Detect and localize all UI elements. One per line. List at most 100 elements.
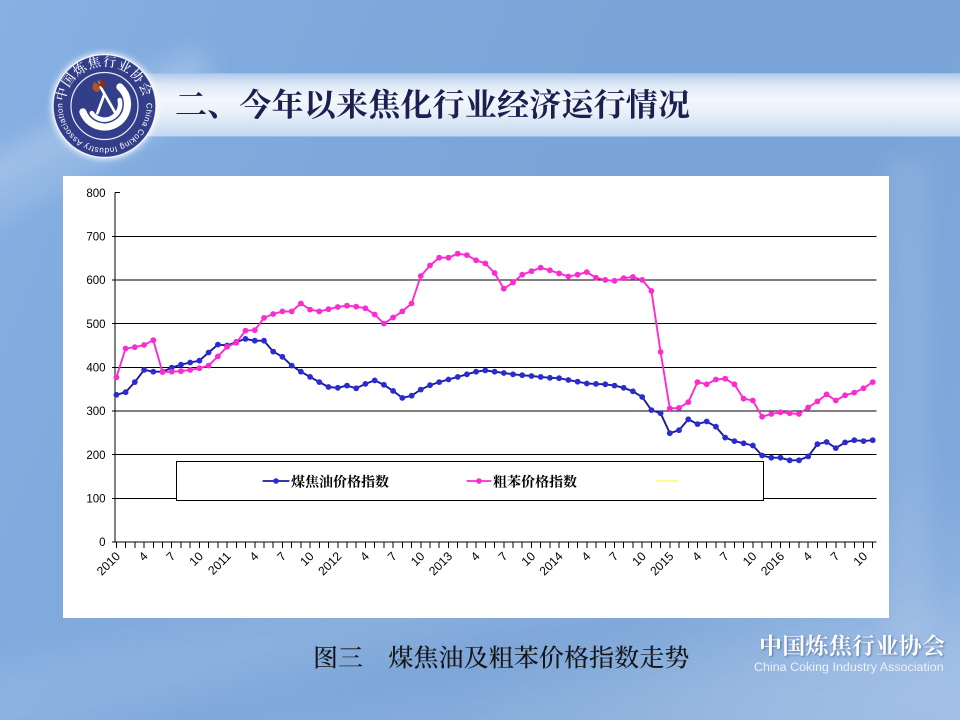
series-dot [196, 357, 203, 364]
series-dot [464, 252, 470, 258]
series-dot [528, 373, 535, 379]
series-dot [113, 374, 120, 381]
logo-inner-ring [70, 71, 139, 141]
x-axis-label: 2016 [758, 549, 787, 578]
logo-flame [92, 79, 106, 92]
x-axis-label: 7 [164, 549, 179, 564]
series-dot [215, 341, 221, 348]
series-dot [408, 300, 415, 307]
series-dot [261, 337, 267, 344]
series-dot [141, 367, 147, 373]
series-dot [454, 374, 461, 380]
series-dot [436, 254, 443, 261]
series-dot [639, 394, 646, 400]
series-dot [611, 382, 618, 389]
series-dot [519, 372, 526, 379]
series-dot [832, 397, 839, 404]
legend-label-benzene-text: 粗苯价格指数 [177, 462, 178, 463]
series-dot [869, 379, 876, 385]
series-dot [122, 389, 129, 396]
series-line [116, 337, 873, 462]
series-dot [316, 308, 323, 315]
series-dot [666, 405, 673, 412]
y-axis-label: 300 [86, 406, 105, 418]
logo-outer-ring [52, 53, 157, 159]
title-band [104, 73, 960, 137]
series-dot [786, 457, 793, 464]
series-dot [215, 353, 221, 360]
x-axis-label: 7 [828, 549, 843, 564]
series-dot [445, 376, 452, 383]
series-dot [178, 368, 184, 375]
series-dot [279, 353, 286, 360]
series-dot [768, 411, 775, 417]
y-axis-label: 800 [86, 188, 105, 200]
logo-disc [53, 54, 156, 158]
series-dot [131, 344, 138, 351]
series-dot [630, 388, 636, 395]
series-dot [159, 369, 166, 375]
series-dot [703, 418, 710, 425]
legend-marker-coal-tar [262, 478, 290, 484]
series-dot [381, 320, 387, 327]
series-dot [556, 375, 562, 382]
x-axis-label: 4 [468, 549, 483, 564]
series-dot [454, 250, 461, 257]
series-dot [519, 271, 526, 278]
series-dot [464, 371, 470, 378]
series-dot [666, 430, 673, 437]
series-dot [473, 257, 479, 264]
footer-brand-cn-text: 中国炼焦行业协会 [0, 0, 1, 1]
series-dot [427, 382, 433, 389]
figure-caption-text: 图三 煤焦油及粗苯价格指数走势 [0, 0, 1, 1]
x-axis-label: 10 [408, 549, 428, 569]
logo-rim-text-cn [55, 55, 152, 100]
series-dot [233, 339, 240, 346]
series-dot [694, 421, 701, 427]
series-dot [242, 336, 249, 342]
x-axis-label: 7 [274, 549, 289, 564]
series-dot [270, 311, 277, 317]
legend-marker-benzene [466, 478, 492, 484]
series-dot [740, 440, 747, 447]
series-dot [759, 452, 765, 459]
series-dot [205, 349, 212, 356]
series-dot [325, 384, 332, 390]
slide-title [176, 88, 690, 119]
slide-title-text: 二、今年以来焦化行业经济运行情况 [0, 0, 1, 1]
series-dot [759, 413, 765, 420]
series-dot [694, 379, 701, 385]
y-axis-label: 100 [86, 494, 105, 506]
series-dot [390, 314, 396, 321]
series-dot [685, 416, 692, 423]
x-axis-label: 10 [740, 549, 760, 569]
series-dot [703, 381, 710, 388]
chart-legend: 煤焦油价格指数 粗苯价格指数 [176, 461, 764, 501]
series-dot [131, 379, 138, 385]
series-dot [639, 277, 646, 283]
series-dot [630, 274, 636, 280]
y-axis-label: 600 [86, 275, 105, 287]
x-axis-label: 7 [717, 549, 732, 564]
series-dot [685, 399, 692, 406]
series-dot [676, 427, 682, 434]
series-dot [860, 385, 867, 392]
y-axis-label: 200 [86, 450, 105, 462]
series-dot [842, 392, 848, 399]
series-dot [537, 374, 544, 380]
series-dot [851, 437, 858, 444]
x-axis-label: 2015 [647, 549, 676, 578]
series-line [115, 252, 874, 418]
series-dot [436, 379, 443, 385]
x-axis-label: 7 [385, 549, 400, 564]
series-dot [657, 349, 664, 355]
association-logo: China Coking Industry Association 中国炼焦行业… [38, 40, 171, 173]
series-dot [381, 381, 387, 388]
series-dot [823, 439, 830, 445]
series-dot [261, 315, 267, 321]
series-dot [574, 271, 581, 278]
background-strip-right [888, 160, 930, 640]
series-dot [860, 438, 867, 444]
series-dot [325, 306, 332, 313]
